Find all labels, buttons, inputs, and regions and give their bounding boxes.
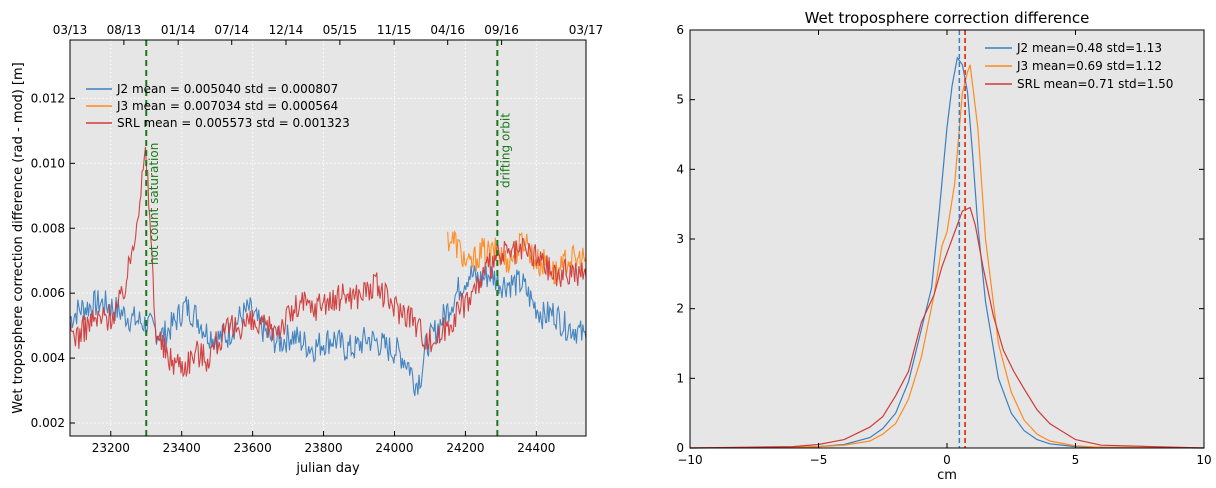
- time-series-y-tick-label: 0.006: [31, 286, 65, 300]
- time-series-y-tick-label: 0.008: [31, 221, 65, 235]
- time-series-y-tick-label: 0.002: [31, 416, 65, 430]
- time-series-y-tick-label: 0.004: [31, 351, 65, 365]
- time-series-top-tick-label: 05/15: [323, 23, 358, 37]
- legend-label-j3: J3 mean=0.69 std=1.12: [1016, 59, 1162, 73]
- histogram-x-tick-label: −5: [810, 453, 828, 467]
- legend-label-srl: SRL mean = 0.005573 std = 0.001323: [117, 116, 350, 130]
- time-series-top-tick-label: 04/16: [430, 23, 465, 37]
- time-series-event-lines: hot count saturation drifting orbit: [145, 40, 512, 436]
- histogram-y-tick-label: 2: [676, 302, 684, 316]
- time-series-x-tick-label: 24400: [517, 441, 555, 455]
- histogram-x-tick-label: −10: [677, 453, 702, 467]
- time-series-axes: 23200 23400 23600 23800 24000 24200 24400 0.002…: [31, 23, 604, 455]
- time-series-x-tick-label: 23400: [163, 441, 201, 455]
- series-line-srl: [69, 146, 587, 378]
- histogram-chart: −10 −5 0 5 10 0 1 2 3 4 5 6 Wet troposphere correct…: [676, 9, 1211, 483]
- legend-label-j3: J3 mean = 0.007034 std = 0.000564: [116, 99, 338, 113]
- histogram-line-j2: [689, 56, 1205, 449]
- histogram-y-tick-label: 1: [676, 371, 684, 385]
- histogram-legend: J2 mean=0.48 std=1.13 J3 mean=0.69 std=1.…: [985, 41, 1173, 91]
- histogram-y-tick-label: 4: [676, 162, 684, 176]
- time-series-plot-area: [70, 40, 586, 436]
- time-series-x-axis-label: julian day: [295, 461, 360, 476]
- histogram-y-tick-label: 5: [676, 93, 684, 107]
- time-series-x-tick-label: 23600: [234, 441, 272, 455]
- time-series-x-tick-label: 24200: [446, 441, 484, 455]
- time-series-frame: [69, 39, 587, 437]
- histogram-y-tick-label: 0: [676, 441, 684, 455]
- histogram-x-axis-label: cm: [937, 468, 957, 483]
- time-series-top-tick-label: 11/15: [377, 23, 412, 37]
- time-series-legend: J2 mean = 0.005040 std = 0.000807 J3 mean…: [86, 82, 350, 130]
- legend-label-j2: J2 mean=0.48 std=1.13: [1016, 41, 1162, 55]
- time-series-x-tick-label: 23800: [304, 441, 342, 455]
- time-series-top-tick-label: 07/14: [214, 23, 249, 37]
- histogram-y-tick-label: 6: [676, 23, 684, 37]
- time-series-chart: hot count saturation drifting orbit 23200…: [11, 23, 603, 476]
- histogram-x-tick-label: 0: [943, 453, 951, 467]
- time-series-top-tick-label: 08/13: [107, 23, 142, 37]
- histogram-y-tick-label: 3: [676, 232, 684, 246]
- histogram-line-srl: [689, 206, 1205, 449]
- series-line-j3: [447, 229, 587, 285]
- time-series-top-tick-label: 03/13: [53, 23, 88, 37]
- histogram-mean-lines: [958, 30, 966, 448]
- time-series-top-tick-label: 12/14: [269, 23, 304, 37]
- time-series-x-tick-label: 24000: [375, 441, 413, 455]
- time-series-top-tick-label: 01/14: [161, 23, 196, 37]
- histogram-title: Wet troposphere correction difference: [805, 9, 1090, 27]
- event-line-label: drifting orbit: [498, 113, 512, 188]
- time-series-y-tick-label: 0.012: [31, 91, 65, 105]
- legend-label-srl: SRL mean=0.71 std=1.50: [1017, 77, 1173, 91]
- time-series-y-axis-label: Wet troposphere correction difference (r…: [11, 62, 26, 413]
- histogram-plot-area: [690, 30, 1204, 448]
- histogram-lines: [689, 56, 1205, 449]
- histogram-line-j3: [689, 64, 1205, 449]
- time-series-top-tick-label: 09/16: [484, 23, 519, 37]
- time-series-x-tick-label: 23200: [92, 441, 130, 455]
- time-series-lines: [69, 146, 587, 397]
- legend-label-j2: J2 mean = 0.005040 std = 0.000807: [116, 82, 338, 96]
- histogram-axes: −10 −5 0 5 10 0 1 2 3 4 5 6: [676, 23, 1211, 467]
- event-line-label: hot count saturation: [147, 143, 161, 265]
- time-series-top-tick-label: 03/17: [569, 23, 604, 37]
- time-series-y-tick-label: 0.010: [31, 156, 65, 170]
- histogram-x-tick-label: 10: [1196, 453, 1211, 467]
- histogram-x-tick-label: 5: [1072, 453, 1080, 467]
